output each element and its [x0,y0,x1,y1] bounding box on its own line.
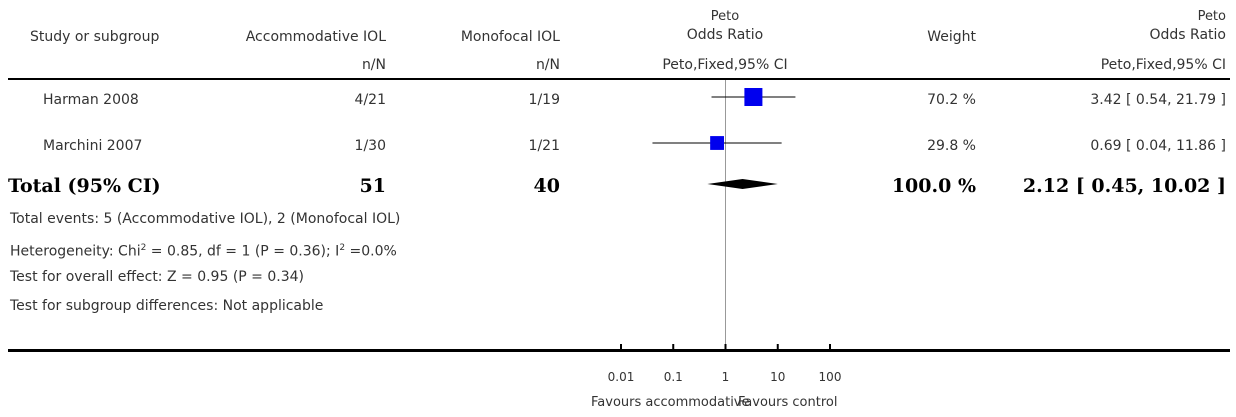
study-square [710,136,724,150]
study-ci-text: 0.69 [ 0.04, 11.86 ] [1090,138,1226,154]
header-effect2-line2: Odds Ratio [1149,27,1226,43]
study-weight: 70.2 % [927,92,976,108]
subgroup-note: Test for subgroup differences: Not appli… [10,298,324,314]
pooled-diamond [707,179,778,189]
total-weight: 100.0 % [891,175,976,197]
bottom-rule [8,349,1230,352]
study-square [744,88,763,106]
favours-right-label: Favours control [738,395,838,410]
axis-tick-label: 10 [770,370,785,384]
total-events-note: Total events: 5 (Accommodative IOL), 2 (… [10,211,401,227]
header-weight: Weight [927,29,976,45]
overall-effect-note: Test for overall effect: Z = 0.95 (P = 0… [10,269,304,285]
study-control: 1/21 [528,138,560,154]
total-label: Total (95% CI) [8,175,161,197]
study-control: 1/19 [528,92,560,108]
header-control: Monofocal IOL [460,29,560,45]
axis-tick-label: 1 [722,370,730,384]
study-treatment: 1/30 [354,138,386,154]
header-treatment: Accommodative IOL [245,29,386,45]
total-control: 40 [533,175,560,197]
header-effect2-line1: Peto [1197,9,1226,24]
header-rule [8,78,1230,80]
heterogeneity-note: Heterogeneity: Chi2 = 0.85, df = 1 (P = … [10,243,397,260]
axis-tick-label: 0.1 [664,370,683,384]
total-ci-text: 2.12 [ 0.45, 10.02 ] [1022,175,1226,197]
favours-left-label: Favours accommodative [591,395,750,410]
axis-tick-label: 0.01 [608,370,635,384]
axis-tick-label: 100 [819,370,842,384]
study-ci-text: 3.42 [ 0.54, 21.79 ] [1090,92,1226,108]
total-treatment: 51 [359,175,386,197]
header-treatment-sub: n/N [361,57,386,73]
study-weight: 29.8 % [927,138,976,154]
header-effect-line2: Odds Ratio [686,27,764,43]
study-treatment: 4/21 [354,92,386,108]
header-control-sub: n/N [535,57,560,73]
header-effect-sub: Peto,Fixed,95% CI [662,57,788,73]
header-effect2-sub: Peto,Fixed,95% CI [1100,57,1226,73]
header-effect-line1: Peto [710,9,740,24]
study-name: Marchini 2007 [43,138,143,154]
study-name: Harman 2008 [43,92,139,108]
header-study: Study or subgroup [30,29,160,45]
